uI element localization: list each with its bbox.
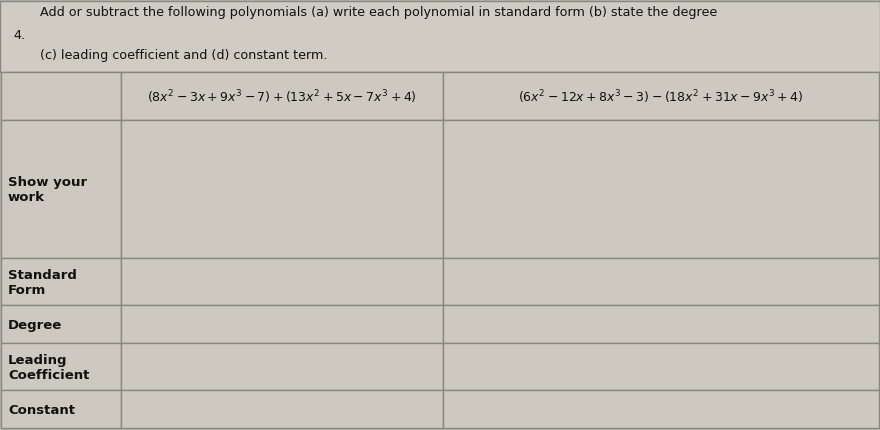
Bar [1,258,121,306]
Bar [443,306,879,343]
Bar [1,390,121,428]
Bar [1,343,121,390]
Bar [121,306,443,343]
Text: Standard
Form: Standard Form [8,268,77,296]
Bar [443,120,879,258]
Bar [443,343,879,390]
Text: Constant: Constant [8,403,75,416]
Text: (c) leading coefficient and (d) constant term.: (c) leading coefficient and (d) constant… [40,49,327,62]
Bar [443,258,879,306]
Bar [443,73,879,120]
Text: Show your
work: Show your work [8,175,87,203]
Text: 4.: 4. [13,29,26,42]
Bar [1,120,121,258]
Text: Leading
Coefficient: Leading Coefficient [8,353,89,381]
Bar [121,120,443,258]
Text: $(6x^2-12x+8x^3-3)-(18x^2+31x-9x^3+4)$: $(6x^2-12x+8x^3-3)-(18x^2+31x-9x^3+4)$ [518,88,803,106]
Text: Degree: Degree [8,318,62,331]
Bar [121,73,443,120]
Bar [121,343,443,390]
Bar [121,390,443,428]
Bar [1,306,121,343]
Bar [1,73,121,120]
Bar [0,2,880,73]
Bar [443,390,879,428]
Text: Add or subtract the following polynomials (a) write each polynomial in standard : Add or subtract the following polynomial… [40,6,717,19]
Text: $(8x^2-3x+9x^3-7)+(13x^2+5x-7x^3+4)$: $(8x^2-3x+9x^3-7)+(13x^2+5x-7x^3+4)$ [147,88,417,106]
Bar [121,258,443,306]
